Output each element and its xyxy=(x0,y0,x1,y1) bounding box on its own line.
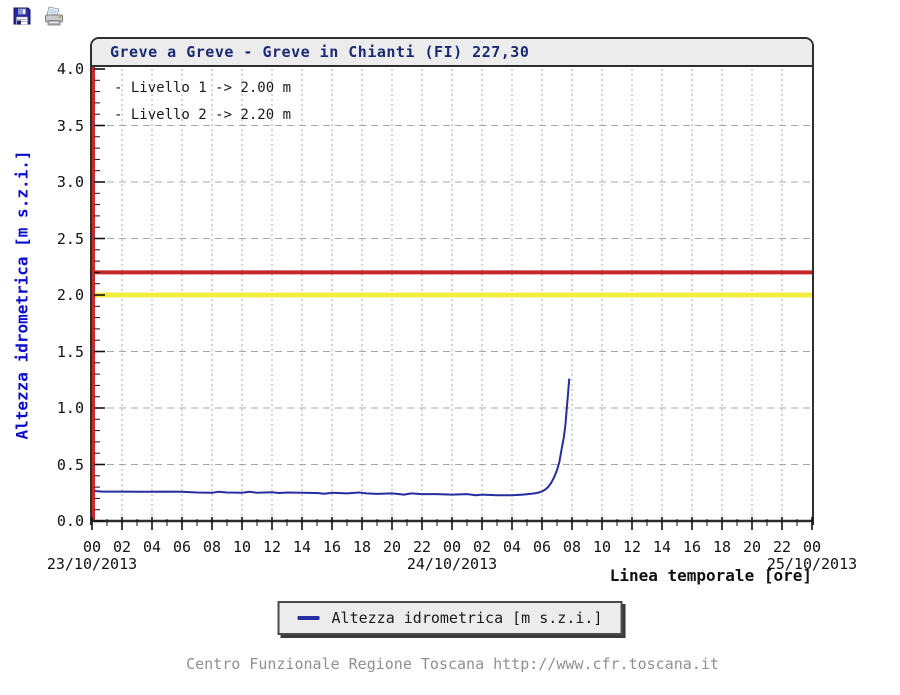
legend-label: Altezza idrometrica [m s.z.i.] xyxy=(331,609,603,627)
x-axis-title: Linea temporale [ore] xyxy=(609,566,812,585)
chart-panel: Greve a Greve - Greve in Chianti (FI) 22… xyxy=(90,37,814,530)
x-tick-label: 22 xyxy=(772,538,792,556)
save-button[interactable] xyxy=(10,4,34,28)
threshold-legend: - Livello 1 -> 2.00 m - Livello 2 -> 2.2… xyxy=(114,75,291,129)
y-tick-label: 2.0 xyxy=(56,286,84,304)
x-tick-label: 08 xyxy=(562,538,582,556)
chart-title: Greve a Greve - Greve in Chianti (FI) 22… xyxy=(110,43,530,61)
plot-area: - Livello 1 -> 2.00 m - Livello 2 -> 2.2… xyxy=(91,67,813,530)
x-tick-label: 12 xyxy=(262,538,282,556)
x-tick-label: 20 xyxy=(382,538,402,556)
x-tick-label: 00 xyxy=(442,538,462,556)
y-axis-title: Altezza idrometrica [m s.z.i.] xyxy=(12,150,32,440)
chart-title-bar: Greve a Greve - Greve in Chianti (FI) 22… xyxy=(92,39,812,67)
y-tick-label: 3.0 xyxy=(56,173,84,191)
legend-line-marker xyxy=(297,616,320,620)
x-tick-label: 18 xyxy=(352,538,372,556)
y-tick-label: 1.5 xyxy=(56,342,84,361)
x-tick-label: 14 xyxy=(292,538,312,556)
x-tick-label: 10 xyxy=(232,538,252,556)
footer-text: Centro Funzionale Regione Toscana http:/… xyxy=(186,655,719,673)
x-date-label: 25/10/2013 xyxy=(766,555,858,573)
print-button[interactable] xyxy=(42,4,66,28)
x-tick-label: 00 xyxy=(82,538,102,556)
y-tick-label: 2.5 xyxy=(56,229,84,248)
y-tick-label: 3.5 xyxy=(56,116,84,135)
x-tick-label: 10 xyxy=(592,538,612,556)
y-tick-label: 4.0 xyxy=(56,60,84,78)
x-tick-label: 16 xyxy=(322,538,342,556)
x-tick-label: 18 xyxy=(712,538,732,556)
chart-plot xyxy=(91,67,813,530)
x-tick-label: 02 xyxy=(472,538,492,556)
y-tick-label: 0.0 xyxy=(56,512,84,530)
threshold-label-livello2: - Livello 2 -> 2.20 m xyxy=(114,107,292,123)
x-tick-label: 16 xyxy=(682,538,702,556)
x-tick-label: 06 xyxy=(172,538,192,556)
x-tick-label: 04 xyxy=(142,538,162,556)
x-tick-label: 02 xyxy=(112,538,132,556)
y-tick-label: 1.0 xyxy=(56,399,84,417)
x-date-label: 23/10/2013 xyxy=(46,555,138,573)
x-tick-label: 08 xyxy=(202,538,222,556)
x-tick-label: 06 xyxy=(532,538,552,556)
threshold-label-livello1: - Livello 1 -> 2.00 m xyxy=(114,80,292,96)
x-tick-label: 12 xyxy=(622,538,642,556)
floppy-disk-icon xyxy=(13,7,31,25)
x-tick-label: 04 xyxy=(502,538,522,556)
x-tick-label: 00 xyxy=(802,538,822,556)
x-tick-label: 14 xyxy=(652,538,672,556)
x-date-label: 24/10/2013 xyxy=(406,555,498,573)
legend-box: Altezza idrometrica [m s.z.i.] xyxy=(277,601,623,635)
printer-icon xyxy=(45,6,63,26)
x-tick-label: 20 xyxy=(742,538,762,556)
x-tick-label: 22 xyxy=(412,538,432,556)
toolbar xyxy=(10,4,66,28)
y-tick-label: 0.5 xyxy=(56,455,84,474)
